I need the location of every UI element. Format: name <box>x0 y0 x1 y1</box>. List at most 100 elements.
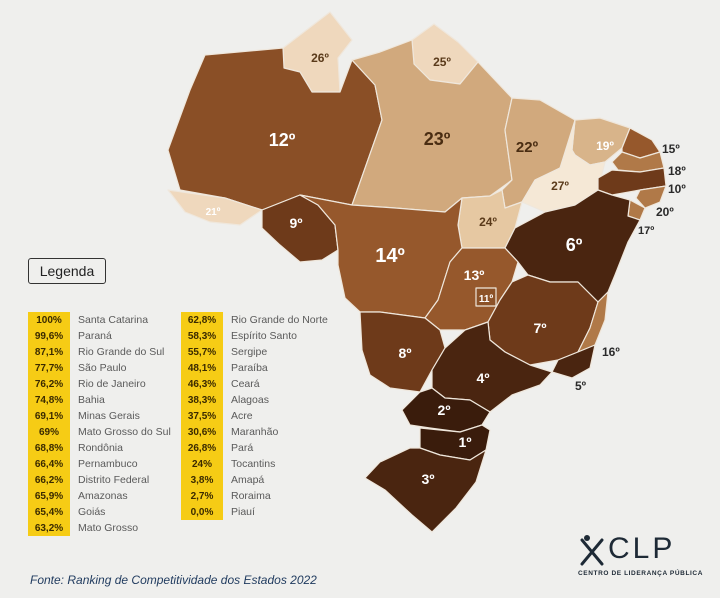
legend-row: 55,7% Sergipe <box>181 344 328 360</box>
legend-value: 3,8% <box>190 474 214 486</box>
label-PB: 18º <box>668 164 686 178</box>
legend-state: Amapá <box>231 474 265 486</box>
legend-row: 63,2% Mato Grosso <box>28 520 171 536</box>
legend-state: Paraíba <box>231 362 268 374</box>
legend-value: 65,9% <box>34 490 64 502</box>
legend-state: Sergipe <box>231 346 268 358</box>
legend-row: 66,4% Pernambuco <box>28 456 171 472</box>
state-AM[interactable] <box>167 47 383 211</box>
legend-value: 63,2% <box>34 522 64 534</box>
legend-row: 87,1% Rio Grande do Sul <box>28 344 171 360</box>
legend-row: 58,3% Espírito Santo <box>181 328 328 344</box>
legend-highlight-bar <box>181 312 223 520</box>
legend-row: 26,8% Pará <box>181 440 328 456</box>
state-AL[interactable] <box>635 185 667 209</box>
label-AP: 25º <box>433 55 451 69</box>
label-AM: 12º <box>269 130 296 150</box>
label-MA: 22º <box>516 139 539 156</box>
legend-row: 37,5% Acre <box>181 408 328 424</box>
legend-state: Distrito Federal <box>78 474 150 486</box>
legend-value: 55,7% <box>187 346 217 358</box>
state-AC[interactable] <box>167 189 263 226</box>
legend-state: Pernambuco <box>78 458 138 470</box>
label-SC: 1º <box>459 434 472 450</box>
legend-state: Mato Grosso do Sul <box>78 426 171 438</box>
legend-row: 74,8% Bahia <box>28 392 171 408</box>
source-note: Fonte: Ranking de Competitividade dos Es… <box>30 573 317 587</box>
legend-value: 26,8% <box>187 442 217 454</box>
legend-state: Minas Gerais <box>78 410 140 422</box>
legend-value: 76,2% <box>34 378 64 390</box>
legend-row: 99,6% Paraná <box>28 328 171 344</box>
label-PA: 23º <box>424 129 451 149</box>
clp-logo: CLP CENTRO DE LIDERANÇA PÚBLICA <box>578 532 708 582</box>
label-ES: 16º <box>602 345 620 359</box>
label-AC: 21º <box>206 207 221 218</box>
legend-value: 74,8% <box>34 394 64 406</box>
legend-value: 46,3% <box>187 378 217 390</box>
legend-row: 69% Mato Grosso do Sul <box>28 424 171 440</box>
legend-row: 62,8% Rio Grande do Norte <box>181 312 328 328</box>
label-MT: 14º <box>375 245 405 267</box>
label-MS: 8º <box>399 345 412 361</box>
legend-value: 37,5% <box>187 410 217 422</box>
legend-row: 66,2% Distrito Federal <box>28 472 171 488</box>
legend-value: 65,4% <box>34 506 64 518</box>
legend-state: Alagoas <box>231 394 269 406</box>
legend-state: Santa Catarina <box>78 314 149 326</box>
legend-value: 69,1% <box>34 410 64 422</box>
legend-row: 68,8% Rondônia <box>28 440 171 456</box>
legend-state: Pará <box>231 442 254 454</box>
state-BA[interactable] <box>504 189 641 303</box>
legend-value: 24% <box>191 458 212 470</box>
legend-row: 76,2% Rio de Janeiro <box>28 376 171 392</box>
label-RJ: 5º <box>575 379 587 393</box>
label-RN: 15º <box>662 142 680 156</box>
label-CE: 19º <box>596 139 614 153</box>
legend-state: Espírito Santo <box>231 330 297 342</box>
legend-row: 30,6% Maranhão <box>181 424 328 440</box>
state-RS[interactable] <box>364 447 487 533</box>
legend-column-1: 100% Santa Catarina 99,6% Paraná 87,1% Rio Gr… <box>28 312 171 536</box>
legend-value: 99,6% <box>34 330 64 342</box>
label-PE: 10º <box>668 182 686 196</box>
legend-value: 62,8% <box>187 314 217 326</box>
legend-state: São Paulo <box>78 362 127 374</box>
logo-subtitle: CENTRO DE LIDERANÇA PÚBLICA <box>578 570 704 577</box>
legend-state: Rio Grande do Norte <box>231 314 328 326</box>
legend-state: Mato Grosso <box>78 522 139 534</box>
legend-value: 66,2% <box>34 474 64 486</box>
legend-value: 48,1% <box>187 362 217 374</box>
label-SP: 4º <box>477 370 490 386</box>
legend-value: 58,3% <box>187 330 217 342</box>
label-RO: 9º <box>290 215 303 231</box>
legend-state: Roraima <box>231 490 271 502</box>
legend-highlight-bar <box>28 312 70 536</box>
label-TO: 24º <box>479 215 497 229</box>
logo-name: CLP <box>608 532 676 565</box>
legend-row: 65,4% Goiás <box>28 504 171 520</box>
legend-state: Rio de Janeiro <box>78 378 146 390</box>
legend-state: Rio Grande do Sul <box>78 346 165 358</box>
label-SE: 17º <box>638 225 654 237</box>
legend-row: 77,7% São Paulo <box>28 360 171 376</box>
legend-value: 2,7% <box>190 490 214 502</box>
legend-state: Rondônia <box>78 442 123 454</box>
legend-row: 46,3% Ceará <box>181 376 328 392</box>
legend-state: Amazonas <box>78 490 128 502</box>
label-PI: 27º <box>551 179 569 193</box>
legend-state: Piauí <box>231 506 255 518</box>
legend-row: 3,8% Amapá <box>181 472 328 488</box>
legend-value: 30,6% <box>187 426 217 438</box>
state-DF[interactable] <box>475 287 497 307</box>
legend-value: 68,8% <box>34 442 64 454</box>
legend-value: 69% <box>38 426 59 438</box>
label-MG: 7º <box>534 320 547 336</box>
legend-value: 38,3% <box>187 394 217 406</box>
legend-row: 48,1% Paraíba <box>181 360 328 376</box>
legend-value: 87,1% <box>34 346 64 358</box>
legend-value: 100% <box>36 314 62 326</box>
legend-row: 100% Santa Catarina <box>28 312 171 328</box>
label-RR: 26º <box>311 51 329 65</box>
legend-title: Legenda <box>28 258 106 284</box>
